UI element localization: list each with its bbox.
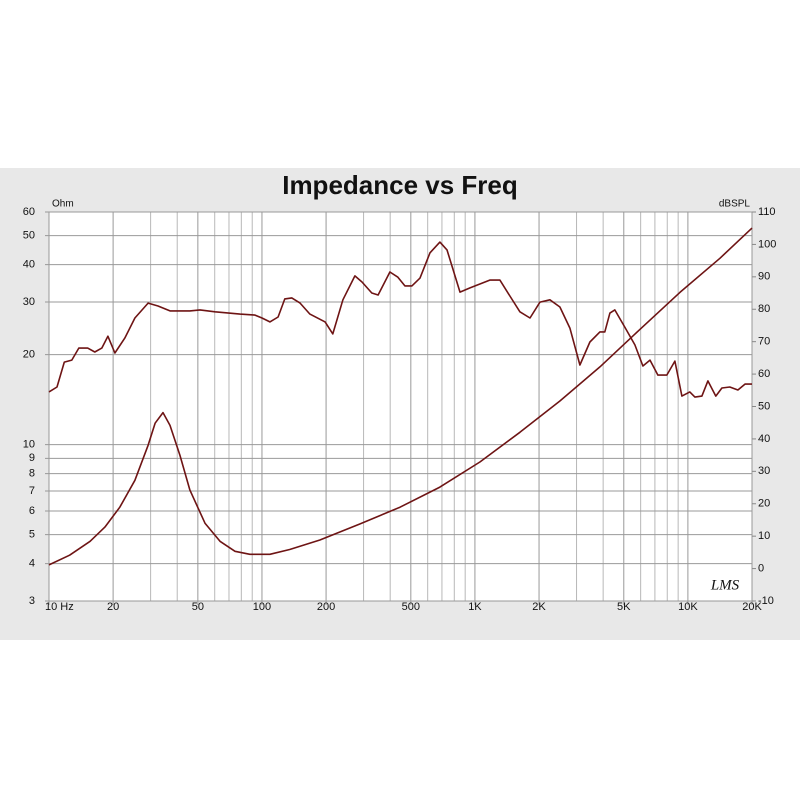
x-tick-label: 10 Hz (45, 601, 74, 613)
y2-tick-label: 110 (758, 206, 776, 218)
series-line (48, 227, 753, 566)
y-tick-label: 50 (23, 230, 35, 242)
watermark: LMS (710, 577, 740, 593)
y-tick-label: 7 (29, 485, 35, 497)
y2-tick-label: -10 (758, 595, 774, 607)
y2-axis-label: dBSPL (719, 199, 751, 210)
x-tick-label: 10K (678, 601, 698, 613)
x-tick-label: 100 (253, 601, 271, 613)
series-line (48, 241, 752, 398)
x-tick-label: 5K (617, 601, 631, 613)
x-tick-label: 200 (317, 601, 335, 613)
y2-tick-label: 30 (758, 465, 770, 477)
y-tick-label: 20 (23, 349, 35, 361)
y2-tick-label: 90 (758, 271, 770, 283)
y-tick-label: 9 (29, 452, 35, 464)
y2-tick-label: 20 (758, 498, 770, 510)
x-tick-label: 20 (107, 601, 119, 613)
y-tick-label: 8 (29, 468, 35, 480)
y2-tick-label: 50 (758, 400, 770, 412)
x-tick-label: 20K (742, 601, 762, 613)
y2-tick-label: 60 (758, 368, 770, 380)
y-tick-label: 6 (29, 505, 35, 517)
x-tick-label: 50 (192, 601, 204, 613)
y2-tick-label: 100 (758, 238, 776, 250)
x-tick-label: 1K (468, 601, 482, 613)
y-axis-label: Ohm (52, 199, 74, 210)
x-tick-label: 500 (402, 601, 420, 613)
y2-tick-label: 40 (758, 433, 770, 445)
y-tick-label: 30 (23, 296, 35, 308)
y-tick-label: 60 (23, 206, 35, 218)
y-tick-label: 40 (23, 259, 35, 271)
y2-tick-label: 0 (758, 562, 764, 574)
y-tick-label: 10 (23, 439, 35, 451)
plot-area (48, 211, 753, 602)
y-tick-label: 5 (29, 529, 35, 541)
y-tick-label: 4 (29, 558, 35, 570)
y2-tick-label: 80 (758, 303, 770, 315)
y-tick-label: 3 (29, 595, 35, 607)
y2-tick-label: 10 (758, 530, 770, 542)
x-tick-label: 2K (532, 601, 546, 613)
chart-title: Impedance vs Freq (282, 170, 518, 200)
y2-tick-label: 70 (758, 336, 770, 348)
